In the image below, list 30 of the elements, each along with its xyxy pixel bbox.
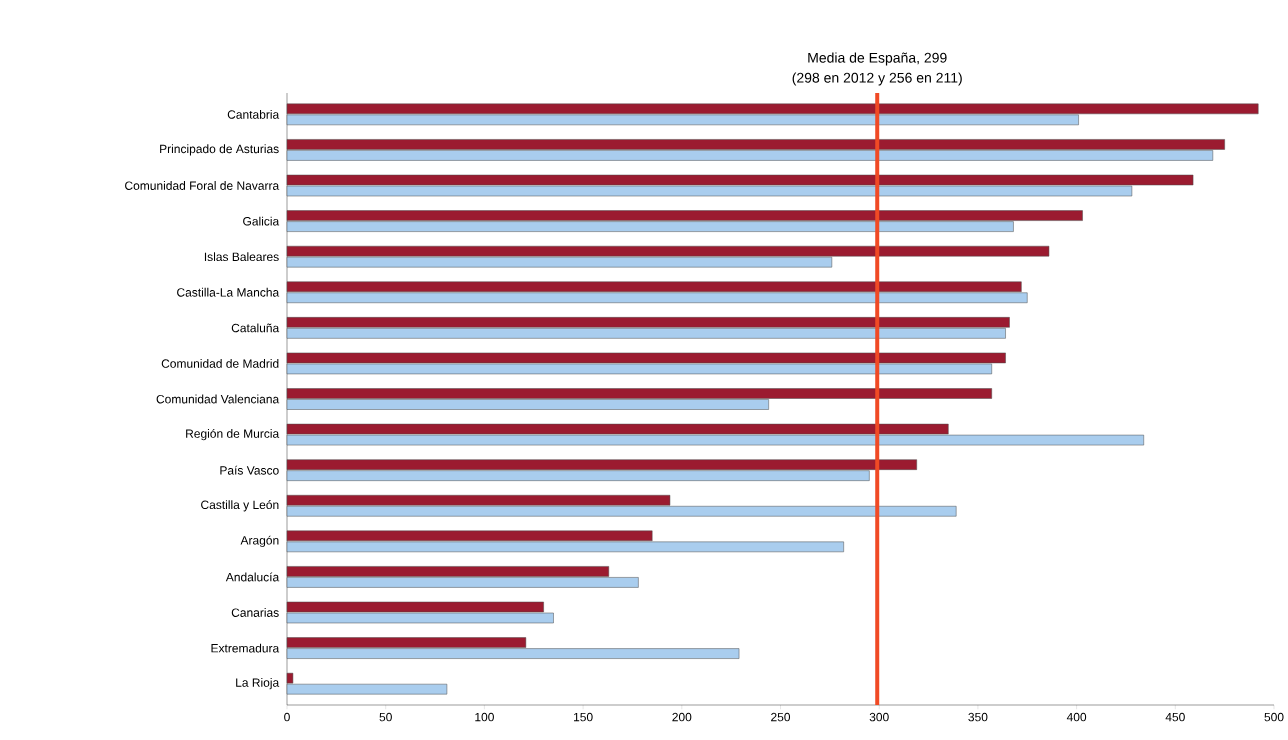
y-tick-label: Comunidad de Madrid	[161, 359, 279, 368]
x-tick-label: 100	[475, 712, 494, 722]
y-tick-label: Extremadura	[211, 643, 280, 653]
x-tick-label: 400	[1066, 712, 1087, 722]
x-tick-label: 200	[672, 712, 692, 722]
y-tick-label: Comunidad Foral de Navarra	[125, 181, 280, 190]
y-tick-label: Galicia	[243, 216, 280, 226]
y-tick-label: Castilla-La Mancha	[177, 287, 280, 297]
x-tick-label: 450	[1165, 712, 1185, 722]
text: (298 en 2012 y 256 en 211)	[792, 72, 962, 86]
y-tick-label: Canarias	[231, 608, 279, 617]
y-tick-label: Islas Baleares	[204, 252, 279, 262]
y-tick-label: Región de Murcia	[186, 428, 280, 441]
y-tick-label: La Rioja	[236, 678, 280, 690]
x-tick-label: 250	[771, 712, 791, 722]
x-tick-label: 50	[379, 712, 392, 722]
x-tick-label: 300	[869, 712, 889, 722]
y-tick-label: Cantabria	[227, 109, 280, 119]
y-tick-label: Castilla y León	[201, 500, 279, 512]
x-tick-label: 500	[1264, 712, 1284, 722]
y-tick-label: País Vasco	[220, 465, 279, 475]
y-tick-label: Andalucía	[225, 572, 280, 582]
ref-line-label: Media de España, 299	[808, 52, 947, 66]
y-tick-label: Cataluña	[231, 323, 280, 333]
y-tick-label: Aragón	[240, 535, 279, 547]
y-tick-label: Comunidad Valenciana	[156, 394, 280, 404]
x-tick-label: 0	[284, 712, 290, 722]
x-tick-label: 350	[968, 712, 988, 722]
x-tick-label: 150	[574, 712, 593, 722]
y-tick-label: Principado de Asturias	[160, 144, 279, 156]
